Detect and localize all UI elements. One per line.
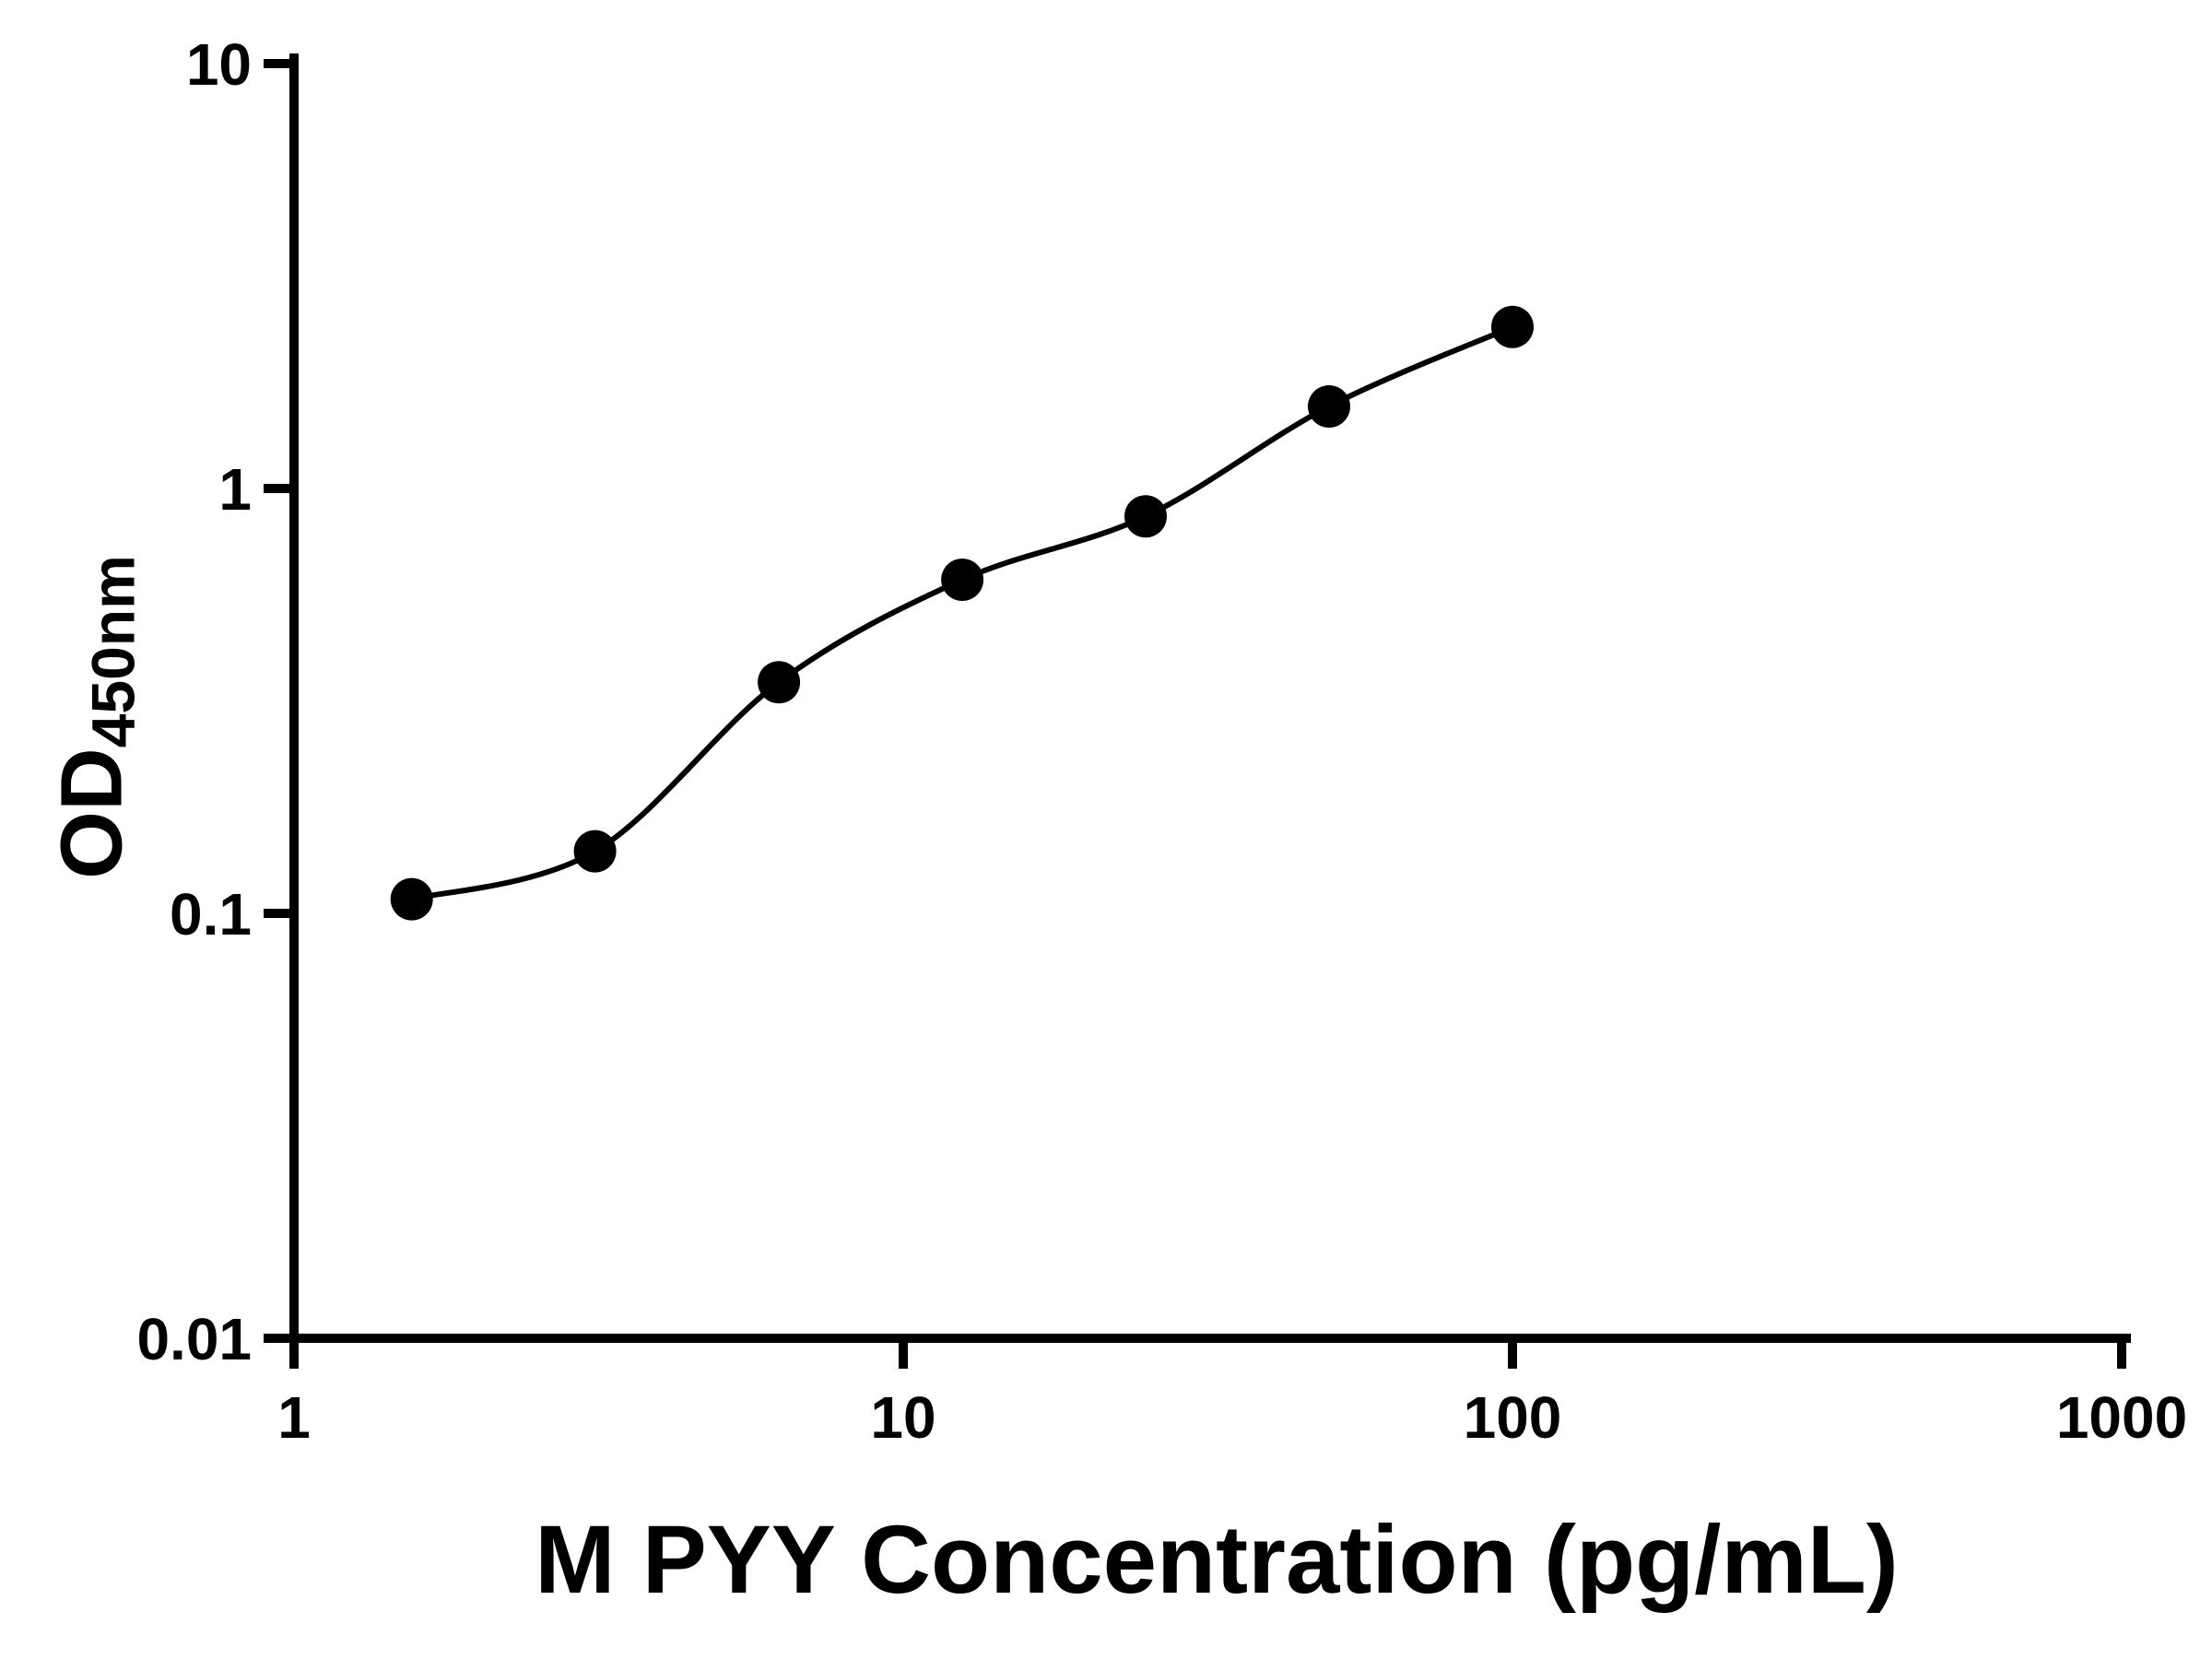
- data-point: [1124, 495, 1167, 538]
- y-axis-title-main: OD: [42, 747, 141, 879]
- y-tick-label: 0.1: [170, 881, 252, 947]
- x-tick-label: 100: [1464, 1384, 1562, 1451]
- x-axis-title: M PYY Concentration (pg/mL): [535, 1506, 1899, 1614]
- data-point: [1308, 385, 1350, 428]
- y-axis-title: OD450nm: [42, 555, 148, 879]
- data-point: [941, 559, 984, 601]
- x-tick-label: 1000: [2056, 1384, 2187, 1451]
- y-tick-label: 0.01: [136, 1306, 252, 1372]
- y-axis-title-sub: 450nm: [78, 555, 147, 748]
- x-tick-label: 10: [870, 1384, 935, 1451]
- data-point: [573, 830, 617, 873]
- data-point: [390, 877, 433, 921]
- y-tick-label: 10: [186, 31, 252, 98]
- x-tick-label: 1: [277, 1384, 311, 1451]
- data-point: [758, 661, 801, 704]
- y-tick-label: 1: [218, 456, 252, 523]
- data-point: [1491, 305, 1534, 348]
